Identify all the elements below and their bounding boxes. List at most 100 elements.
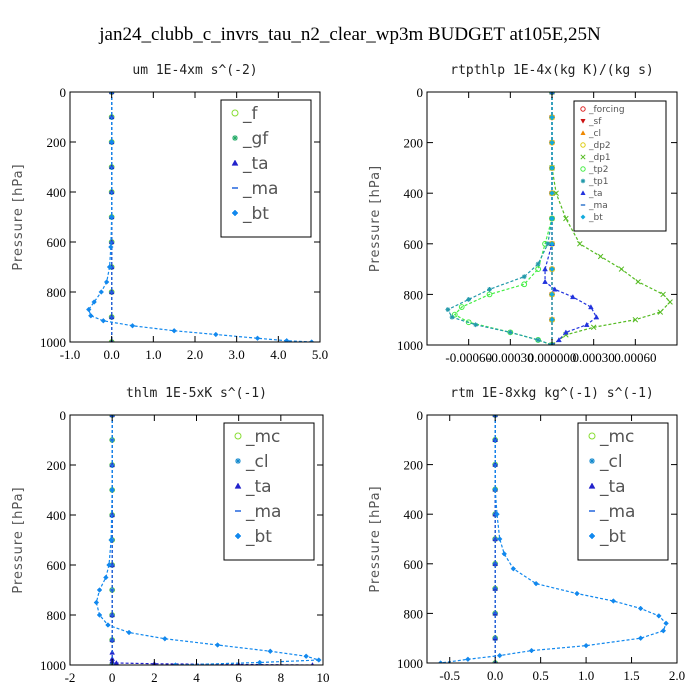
legend-marker (580, 106, 586, 112)
data-point (458, 304, 465, 310)
series-line-bt (88, 92, 312, 342)
legend: _forcing _sf _cl _dp2 _dp1 _tp2 _tp1 _ta _ma _bt (573, 100, 667, 232)
legend-marker (234, 482, 242, 489)
legend-label: _ta (245, 477, 272, 497)
data-point (303, 653, 309, 660)
data-point (88, 312, 94, 319)
series-line-tp2 (453, 92, 553, 345)
y-tick-label: 600 (47, 558, 67, 573)
legend-label: _bt (599, 527, 626, 547)
data-point (162, 635, 168, 642)
data-point (663, 620, 669, 627)
data-point (213, 331, 219, 338)
y-tick-label: 0 (417, 408, 424, 423)
y-tick-label: 200 (47, 458, 67, 473)
data-point (308, 339, 315, 342)
legend-marker (580, 214, 586, 220)
data-point (657, 309, 664, 315)
data-point (656, 613, 662, 619)
data-point (577, 241, 583, 247)
data-point (283, 337, 290, 342)
legend-label: _sf (588, 117, 602, 127)
plot-frame (426, 414, 678, 664)
panel-title: thlm 1E-5xK s^(-1) (126, 386, 267, 401)
data-point (549, 316, 555, 323)
data-point (126, 629, 132, 636)
data-point (667, 299, 673, 305)
data-point (108, 537, 114, 543)
x-tick-label: 2.0 (187, 347, 203, 362)
y-axis-label: Pressure [hPa] (368, 485, 383, 592)
plot-area (85, 92, 315, 342)
legend: _mc _cl _ta _ma _bt (577, 422, 669, 561)
data-point (556, 337, 562, 343)
data-point (171, 327, 177, 334)
legend-marker (589, 458, 595, 464)
data-point (129, 322, 136, 329)
x-tick-label: 0.0 (487, 668, 503, 683)
y-axis-label: Pressure [hPa] (368, 165, 383, 272)
x-tick-label: -2 (65, 670, 76, 685)
legend-label: _ta (599, 477, 626, 497)
legend-label: _ma (599, 502, 635, 522)
data-point (103, 279, 110, 285)
data-point (106, 562, 112, 568)
data-point (496, 652, 503, 659)
x-tick-label: 2.0 (669, 668, 685, 683)
data-point (254, 335, 261, 342)
x-tick-label: 0.00060 (614, 350, 656, 365)
data-point (563, 215, 569, 222)
panel-um: um 1E-4xm s^(-2) Pressure [hPa] -1.0 0.0 1.0… (11, 63, 328, 362)
y-tick-label: 0 (417, 85, 424, 100)
legend: _f _gf _ta _ma _bt (220, 99, 312, 238)
data-point (96, 587, 103, 593)
data-point (492, 486, 498, 493)
legend-label: _ta (242, 154, 269, 174)
x-tick-label: -1.0 (60, 347, 81, 362)
y-tick-label: 800 (404, 606, 424, 621)
y-tick-label: 200 (47, 135, 67, 150)
y-tick-label: 200 (404, 458, 424, 473)
data-point (465, 656, 471, 663)
data-point (618, 266, 625, 272)
data-point (588, 304, 594, 310)
data-point (528, 647, 535, 654)
legend-marker (234, 432, 242, 440)
y-tick-label: 800 (47, 608, 67, 623)
x-tick-label: -0.00030 (487, 350, 534, 365)
y-tick-label: 400 (47, 508, 67, 523)
legend-label: _dp2 (588, 141, 611, 151)
legend-marker (580, 142, 586, 148)
data-point (551, 286, 558, 292)
data-point (445, 307, 451, 312)
data-point (570, 294, 576, 300)
legend-label: _gf (242, 129, 269, 149)
data-point (501, 551, 508, 557)
y-tick-label: 600 (404, 237, 424, 252)
legend-label: _cl (588, 129, 601, 139)
legend-marker (588, 432, 596, 440)
data-point (563, 329, 569, 335)
x-tick-label: 8 (278, 670, 285, 685)
data-point (597, 253, 604, 260)
panel-title: rtpthlp 1E-4x(kg K)/(kg s) (450, 63, 654, 78)
data-point (449, 314, 455, 320)
data-point (521, 281, 528, 288)
legend-marker (231, 209, 239, 217)
legend-marker (580, 154, 586, 160)
y-axis-label: Pressure [hPa] (11, 486, 26, 593)
x-tick-label: 4.0 (270, 347, 286, 362)
data-point (549, 266, 555, 272)
legend-marker (588, 482, 596, 489)
data-point (521, 274, 527, 280)
legend-label: _mc (599, 427, 634, 447)
legend-marker (232, 135, 238, 141)
data-point (553, 190, 559, 196)
legend-marker (580, 166, 586, 172)
x-tick-label: 1.0 (145, 347, 161, 362)
data-point (316, 657, 322, 663)
x-tick-label: 6 (235, 670, 242, 685)
y-tick-label: 800 (404, 287, 424, 302)
legend-marker (231, 159, 239, 166)
